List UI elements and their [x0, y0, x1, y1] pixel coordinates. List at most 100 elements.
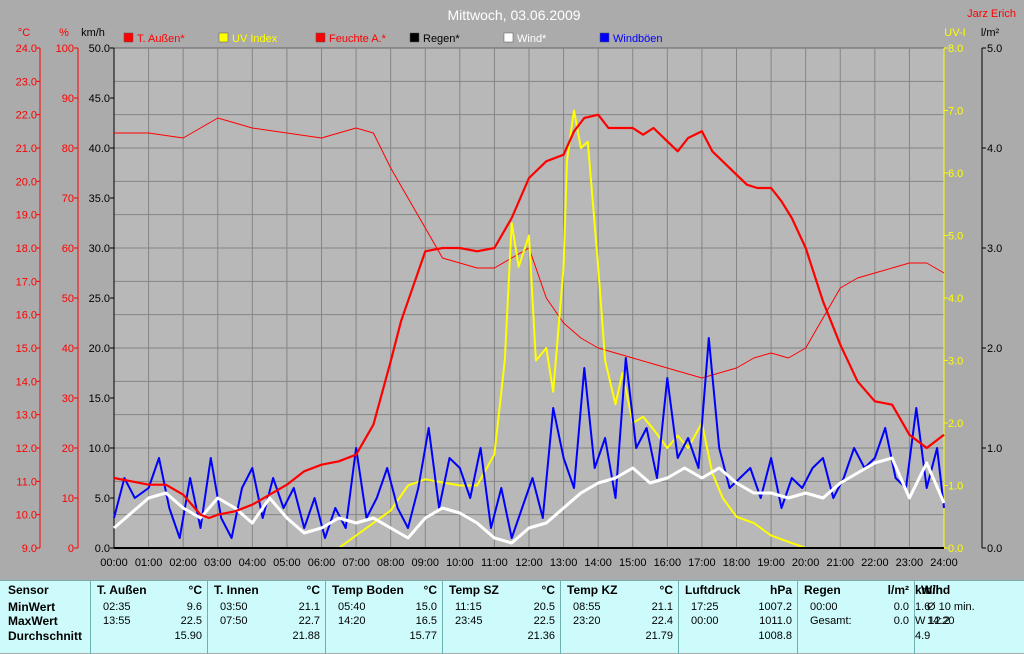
stats-min-time: 02:35: [103, 601, 131, 613]
x-tick-label: 22:00: [861, 557, 889, 569]
grid-lines: [114, 48, 944, 548]
humidity-tick-label: 70: [62, 193, 74, 205]
stats-max-value: 0.0: [893, 615, 909, 627]
stats-average: 21.88: [292, 630, 320, 642]
stats-sensor-name: Temp KZ: [567, 583, 618, 597]
stats-average: 1008.8: [758, 630, 792, 642]
series-line: [113, 113, 945, 520]
x-tick-label: 14:00: [584, 557, 612, 569]
rain-tick-label: 5.0: [987, 43, 1002, 55]
humidity-tick-label: 0: [68, 543, 74, 555]
humidity-tick-label: 40: [62, 343, 74, 355]
temp-tick-label: 16.0: [16, 310, 37, 322]
wind-tick-label: 30.0: [89, 243, 110, 255]
stats-min-time: 03:50: [220, 601, 248, 613]
stats-max-value: W 12.2: [915, 615, 950, 627]
stats-average: 15.90: [174, 630, 202, 642]
temp-tick-label: 20.0: [16, 176, 37, 188]
wind-tick-label: 25.0: [89, 293, 110, 305]
temp-tick-label: 10.0: [16, 510, 37, 522]
legend-label: Feuchte A.*: [329, 33, 387, 45]
x-tick-label: 03:00: [204, 557, 232, 569]
legend-swatch: [503, 32, 514, 43]
temp-tick-label: 17.0: [16, 276, 37, 288]
stats-column: Wind km/h Ø 10 min. 1.6 14:20 W 12.2 4.9: [914, 581, 975, 654]
uv-unit-label: UV-I: [944, 27, 965, 39]
legend-label: UV Index: [232, 33, 278, 45]
axes: 9.0 10.0 11.0 12.0 13.0 14.0 15.0 16.0 17.0 18.0 1…: [16, 43, 1003, 569]
stats-min-value: 1007.2: [758, 601, 792, 613]
stats-max-time: 14:20: [927, 615, 955, 627]
x-tick-label: 23:00: [896, 557, 924, 569]
stats-column: Regen l/m² 00:00 0.0 Gesamt: 0.0: [797, 581, 914, 654]
rain-tick-label: 0.0: [987, 543, 1002, 555]
series-line: [113, 456, 946, 545]
stats-min-time: 17:25: [691, 601, 719, 613]
stats-max-time: 13:55: [103, 615, 131, 627]
legend-label: Windböen: [613, 33, 663, 45]
wind-tick-label: 45.0: [89, 93, 110, 105]
stats-max-time: 07:50: [220, 615, 248, 627]
x-tick-label: 04:00: [239, 557, 267, 569]
stats-sensor-name: T. Außen: [97, 583, 147, 597]
stats-unit: °C: [306, 583, 320, 597]
temp-tick-label: 14.0: [16, 376, 37, 388]
stats-min-value: 21.1: [298, 601, 320, 613]
x-tick-label: 16:00: [654, 557, 682, 569]
stats-sensor-name: Regen: [804, 583, 841, 597]
x-tick-label: 02:00: [169, 557, 197, 569]
stats-max-value: 22.5: [533, 615, 555, 627]
temp-tick-label: 15.0: [16, 343, 37, 355]
stats-max-value: 16.5: [415, 615, 437, 627]
stats-min-value: 15.0: [415, 601, 437, 613]
stats-max-value: 22.5: [180, 615, 202, 627]
series-line: [114, 109, 944, 549]
stats-sensor-name: Luftdruck: [685, 583, 741, 597]
stats-max-time: Gesamt:: [810, 615, 852, 627]
stats-unit: hPa: [769, 583, 792, 597]
stats-sensor-name: Wind: [921, 583, 951, 597]
stats-column: T. Innen °C 03:50 21.1 07:50 22.7 21.88: [207, 581, 325, 654]
stats-sensor-name: Temp Boden: [332, 583, 404, 597]
legend-label: Wind*: [517, 33, 547, 45]
legend-label: Regen*: [423, 33, 460, 45]
x-tick-label: 17:00: [688, 557, 716, 569]
uv-tick-label: 3.0: [948, 356, 963, 368]
series-line: [113, 337, 945, 539]
stats-unit: °C: [659, 583, 673, 597]
stats-min-value: 1.6: [915, 601, 931, 613]
stats-max-time: 23:20: [573, 615, 601, 627]
humidity-unit-label: %: [59, 27, 69, 39]
temp-unit-label: °C: [18, 27, 30, 39]
rain-tick-label: 4.0: [987, 143, 1002, 155]
wind-unit-label: km/h: [81, 27, 105, 39]
stats-column: Temp KZ °C 08:55 21.1 23:20 22.4 21.79: [560, 581, 678, 654]
stats-max-time: 00:00: [691, 615, 719, 627]
temp-tick-label: 23.0: [16, 76, 37, 88]
series-layer: [113, 109, 946, 549]
legend-swatch: [409, 32, 420, 43]
stats-table: Sensor MinWert MaxWert Durchschnitt T. Außen…: [0, 580, 1024, 654]
x-tick-label: 18:00: [723, 557, 751, 569]
stats-min-value: 9.6: [186, 601, 202, 613]
wind-tick-label: 15.0: [89, 393, 110, 405]
humidity-tick-label: 20: [62, 443, 74, 455]
stats-column: Temp Boden °C 05:40 15.0 14:20 16.5 15.77: [325, 581, 442, 654]
stats-row-label: MaxWert: [8, 614, 58, 628]
temp-tick-label: 9.0: [22, 543, 37, 555]
uv-tick-label: 0.0: [948, 543, 963, 555]
humidity-tick-label: 60: [62, 243, 74, 255]
x-tick-label: 13:00: [550, 557, 578, 569]
x-tick-label: 15:00: [619, 557, 647, 569]
humidity-tick-label: 80: [62, 143, 74, 155]
x-tick-label: 09:00: [411, 557, 439, 569]
stats-min-time: 08:55: [573, 601, 601, 613]
x-tick-label: 01:00: [135, 557, 163, 569]
x-tick-label: 19:00: [757, 557, 785, 569]
stats-row-label: MinWert: [8, 600, 56, 614]
x-tick-label: 10:00: [446, 557, 474, 569]
legend-swatch: [123, 32, 134, 43]
stats-min-value: 0.0: [893, 601, 909, 613]
stats-unit: °C: [423, 583, 437, 597]
stats-unit: °C: [541, 583, 555, 597]
